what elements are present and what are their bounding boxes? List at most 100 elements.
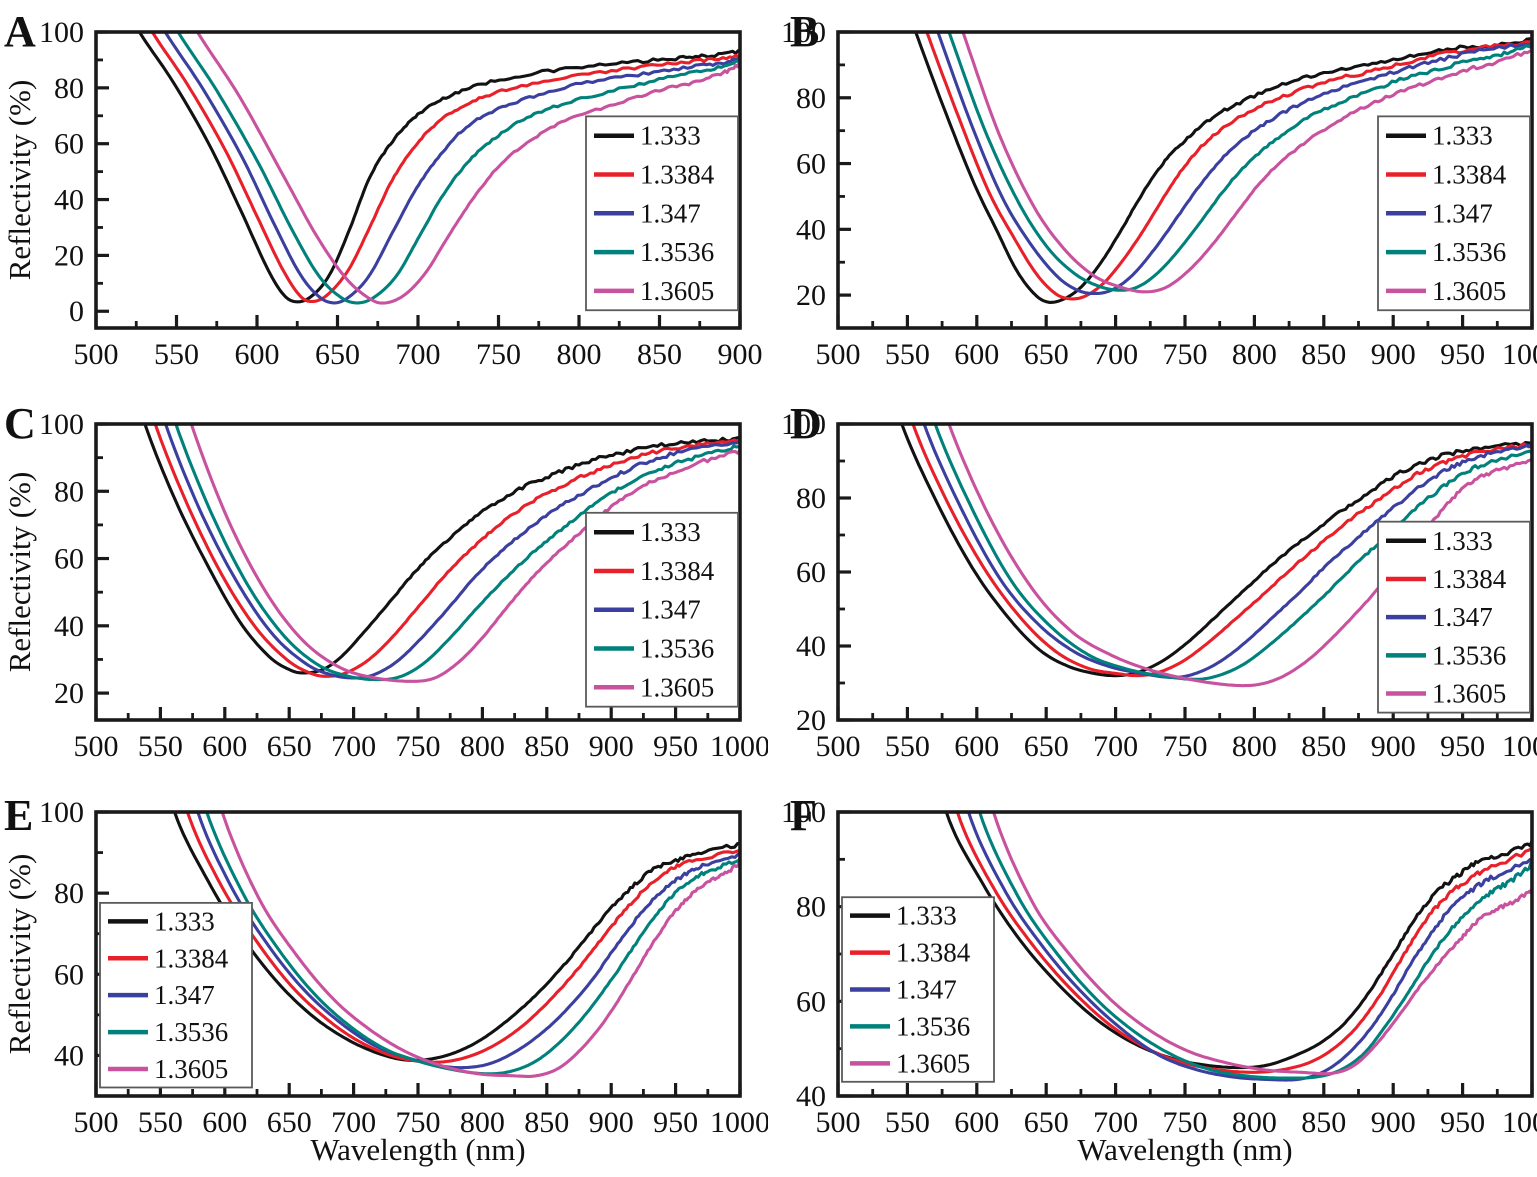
- x-tick-label: 800: [1232, 1106, 1277, 1139]
- x-tick-label: 600: [235, 338, 280, 371]
- x-tick-label: 750: [1163, 730, 1208, 763]
- y-tick-label: 80: [796, 82, 826, 115]
- y-tick-label: 80: [54, 877, 84, 910]
- x-tick-label: 650: [1024, 730, 1069, 763]
- y-tick-label: 100: [39, 796, 84, 829]
- x-tick-label: 1000: [1502, 730, 1537, 763]
- x-tick-label: 700: [1093, 1106, 1138, 1139]
- x-tick-label: 550: [138, 1106, 183, 1139]
- curve-1.347: [966, 812, 1532, 1082]
- curves-group: [143, 424, 740, 683]
- y-tick-label: 80: [796, 482, 826, 515]
- y-tick-label: 100: [39, 16, 84, 49]
- x-tick-label: 1000: [1502, 338, 1537, 371]
- x-tick-label: 750: [476, 338, 521, 371]
- axis-group: 500 550 600 650 700 750 800 850 900 950 1000 40 60 80…: [39, 796, 768, 1139]
- x-tick-label: 650: [267, 1106, 312, 1139]
- legend-label: 1.347: [640, 198, 701, 228]
- y-tick-label: 80: [796, 891, 826, 924]
- x-tick-label: 550: [138, 730, 183, 763]
- curve-1.3605: [991, 812, 1532, 1076]
- legend-label: 1.3605: [896, 1048, 970, 1078]
- y-tick-label: 100: [39, 408, 84, 441]
- y-tick-label: 20: [54, 239, 84, 272]
- curve-1.3605: [961, 32, 1532, 294]
- x-tick-label: 650: [267, 730, 312, 763]
- curve-1.333: [900, 424, 1532, 678]
- x-tick-label: 500: [816, 730, 861, 763]
- curve-1.3536: [174, 424, 740, 682]
- curve-1.347: [936, 32, 1532, 296]
- curve-1.3384: [185, 812, 740, 1064]
- y-tick-label: 60: [54, 128, 84, 161]
- legend-label: 1.3536: [640, 237, 714, 267]
- curve-1.3536: [977, 812, 1532, 1080]
- panel-letter: A: [4, 7, 36, 56]
- legend-label: 1.347: [896, 975, 957, 1005]
- panel-a-chart: 500 550 600 650 700 750 800 850 900 0 20 40 60 80 100R…: [2, 7, 763, 371]
- y-tick-label: 20: [54, 677, 84, 710]
- x-tick-label: 850: [1301, 1106, 1346, 1139]
- curve-1.3384: [911, 424, 1532, 678]
- panel-e: 500 550 600 650 700 750 800 850 900 950 1000 40 60 80…: [0, 784, 768, 1177]
- legend: 1.333 1.3384 1.347 1.3536 1.3605: [1377, 115, 1531, 312]
- x-tick-label: 750: [1163, 338, 1208, 371]
- x-tick-label: 700: [396, 338, 441, 371]
- curve-1.3605: [189, 424, 740, 683]
- legend: 1.333 1.3384 1.347 1.3536 1.3605: [585, 115, 739, 312]
- axis-group: 500 550 600 650 700 750 800 850 900 950 1000 20 40 60…: [781, 16, 1537, 371]
- legend: 1.333 1.3384 1.347 1.3536 1.3605: [585, 511, 739, 708]
- y-tick-label: 40: [796, 630, 826, 663]
- x-tick-label: 800: [1232, 338, 1277, 371]
- panel-c: 500 550 600 650 700 750 800 850 900 950 1000 20 40 60…: [0, 392, 768, 784]
- x-tick-label: 750: [1163, 1106, 1208, 1139]
- curve-1.347: [163, 424, 740, 680]
- y-tick-label: 20: [796, 279, 826, 312]
- panel-d: 500 550 600 650 700 750 800 850 900 950 1000 20 40 60…: [768, 392, 1537, 784]
- curve-1.3605: [195, 32, 740, 305]
- x-tick-label: 500: [74, 730, 119, 763]
- panel-d-chart: 500 550 600 650 700 750 800 850 900 950 1000 20 40 60…: [781, 399, 1537, 763]
- legend-label: 1.333: [640, 517, 701, 547]
- curves-group: [914, 32, 1532, 304]
- legend-label: 1.3536: [1432, 237, 1506, 267]
- legend-label: 1.3384: [640, 160, 715, 190]
- x-tick-label: 700: [1093, 730, 1138, 763]
- x-tick-label: 900: [589, 1106, 634, 1139]
- panel-c-chart: 500 550 600 650 700 750 800 850 900 950 1000 20 40 60…: [2, 399, 768, 763]
- x-tick-label: 950: [1440, 730, 1485, 763]
- x-axis-title: Wavelength (nm): [1077, 1132, 1292, 1167]
- panel-letter: D: [790, 399, 822, 448]
- y-tick-label: 40: [54, 1039, 84, 1072]
- legend-label: 1.347: [1432, 602, 1493, 632]
- x-tick-label: 950: [1440, 338, 1485, 371]
- legend-label: 1.3536: [896, 1011, 970, 1041]
- curve-1.3384: [955, 812, 1532, 1074]
- axis-group: 500 550 600 650 700 750 800 850 900 950 1000 40 60 80…: [781, 796, 1537, 1139]
- x-tick-label: 600: [954, 338, 999, 371]
- x-tick-label: 550: [154, 338, 199, 371]
- x-tick-label: 750: [396, 1106, 441, 1139]
- y-tick-label: 0: [69, 295, 84, 328]
- panel-a: 500 550 600 650 700 750 800 850 900 0 20 40 60 80 100 R…: [0, 0, 768, 392]
- legend-label: 1.3536: [1432, 640, 1506, 670]
- x-tick-label: 1000: [710, 730, 768, 763]
- x-tick-label: 950: [653, 730, 698, 763]
- panel-b: 500 550 600 650 700 750 800 850 900 950 1000 20 40 60…: [768, 0, 1537, 392]
- panel-e-chart: 500 550 600 650 700 750 800 850 900 950 1000 40 60 80…: [2, 791, 768, 1167]
- legend-label: 1.347: [640, 595, 701, 625]
- x-tick-label: 900: [1371, 730, 1416, 763]
- curve-1.3536: [947, 32, 1532, 292]
- curves-group: [944, 812, 1532, 1082]
- x-tick-label: 1000: [1502, 1106, 1537, 1139]
- curve-1.333: [944, 812, 1532, 1070]
- curve-1.3536: [933, 424, 1532, 681]
- legend-label: 1.347: [1432, 198, 1493, 228]
- curve-1.3384: [925, 32, 1532, 301]
- x-tick-label: 650: [1024, 1106, 1069, 1139]
- x-tick-label: 600: [202, 1106, 247, 1139]
- y-tick-label: 40: [796, 1080, 826, 1113]
- axis-group: 500 550 600 650 700 750 800 850 900 0 20 40 60 80 100: [39, 16, 763, 371]
- curves-group: [900, 424, 1532, 688]
- curve-1.3384: [153, 424, 740, 678]
